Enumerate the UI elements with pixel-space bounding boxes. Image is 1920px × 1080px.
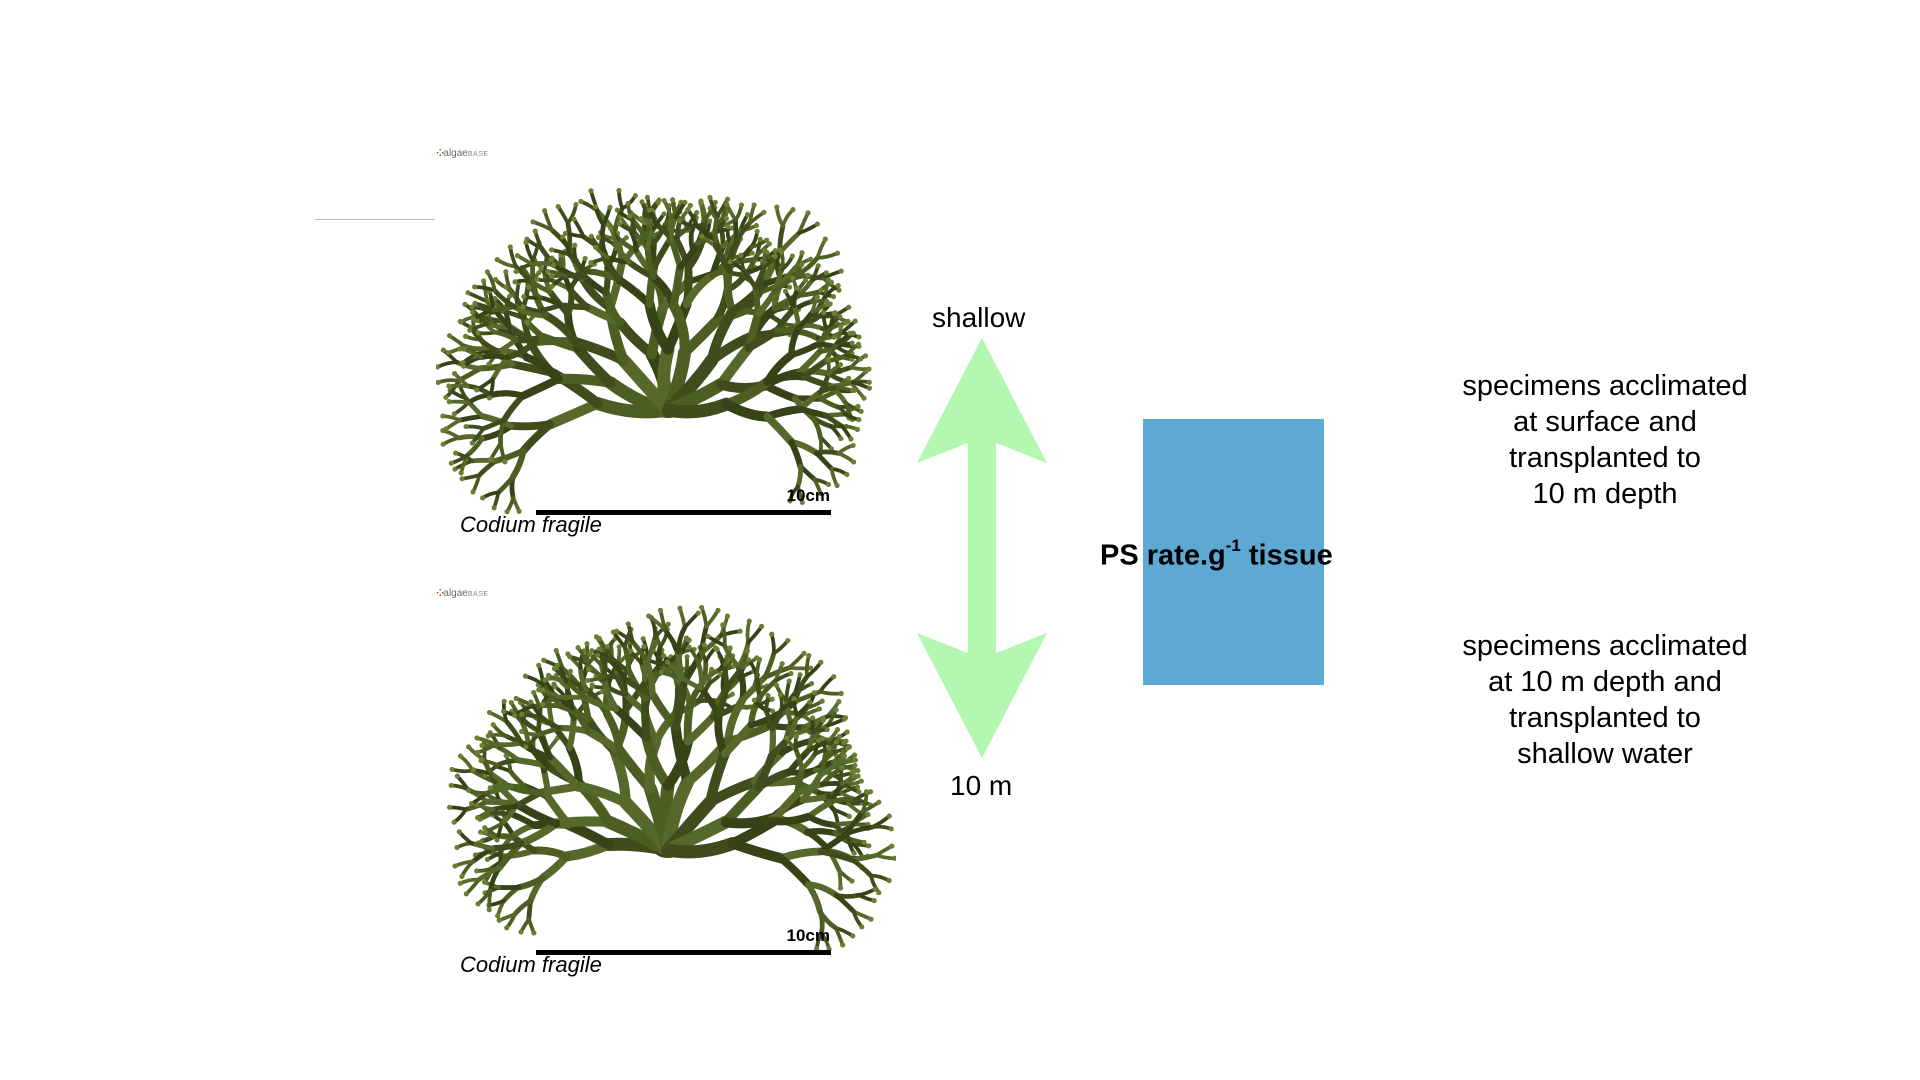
arrow-bottom-label: 10 m bbox=[950, 770, 1013, 801]
ps-rate-box bbox=[1143, 419, 1324, 685]
scale-bar-label: 10cm bbox=[786, 926, 830, 945]
double-arrow bbox=[915, 338, 1050, 758]
seaweed-illustration bbox=[447, 604, 896, 955]
seaweed-illustration bbox=[436, 187, 872, 515]
ps-rate-label: PS rate.g-1 tissue bbox=[1100, 536, 1333, 572]
description-line: specimens acclimated bbox=[1462, 630, 1748, 662]
scale-bar bbox=[536, 950, 831, 955]
seaweed-branches bbox=[447, 604, 896, 952]
algaebase-logo: ⁘algaeBASE bbox=[436, 588, 489, 599]
description-line: transplanted to bbox=[1509, 702, 1701, 734]
scale-bar-label: 10cm bbox=[786, 486, 830, 505]
specimen-image-top: ⁘algaeBASE 10cm Codium fragile bbox=[436, 148, 896, 568]
description-line: at surface and bbox=[1513, 406, 1697, 438]
algaebase-logo: ⁘algaeBASE bbox=[436, 148, 489, 159]
description-line: specimens acclimated bbox=[1462, 370, 1748, 402]
seaweed-branches bbox=[436, 187, 872, 515]
description-line: at 10 m depth and bbox=[1488, 666, 1722, 698]
arrow-top-label: shallow bbox=[932, 302, 1026, 333]
species-caption: Codium fragile bbox=[460, 952, 602, 977]
double-arrow-icon bbox=[917, 338, 1047, 758]
specimen-image-bottom: ⁘algaeBASE 10cm Codium fragile bbox=[436, 588, 896, 1008]
description-top: specimens acclimated at surface and tran… bbox=[1440, 368, 1770, 512]
species-caption: Codium fragile bbox=[460, 512, 602, 537]
divider-line bbox=[315, 219, 435, 220]
scale-bar bbox=[536, 510, 831, 515]
description-line: shallow water bbox=[1517, 738, 1693, 770]
description-bottom: specimens acclimated at 10 m depth and t… bbox=[1440, 628, 1770, 772]
description-line: 10 m depth bbox=[1532, 478, 1678, 510]
description-line: transplanted to bbox=[1509, 442, 1701, 474]
